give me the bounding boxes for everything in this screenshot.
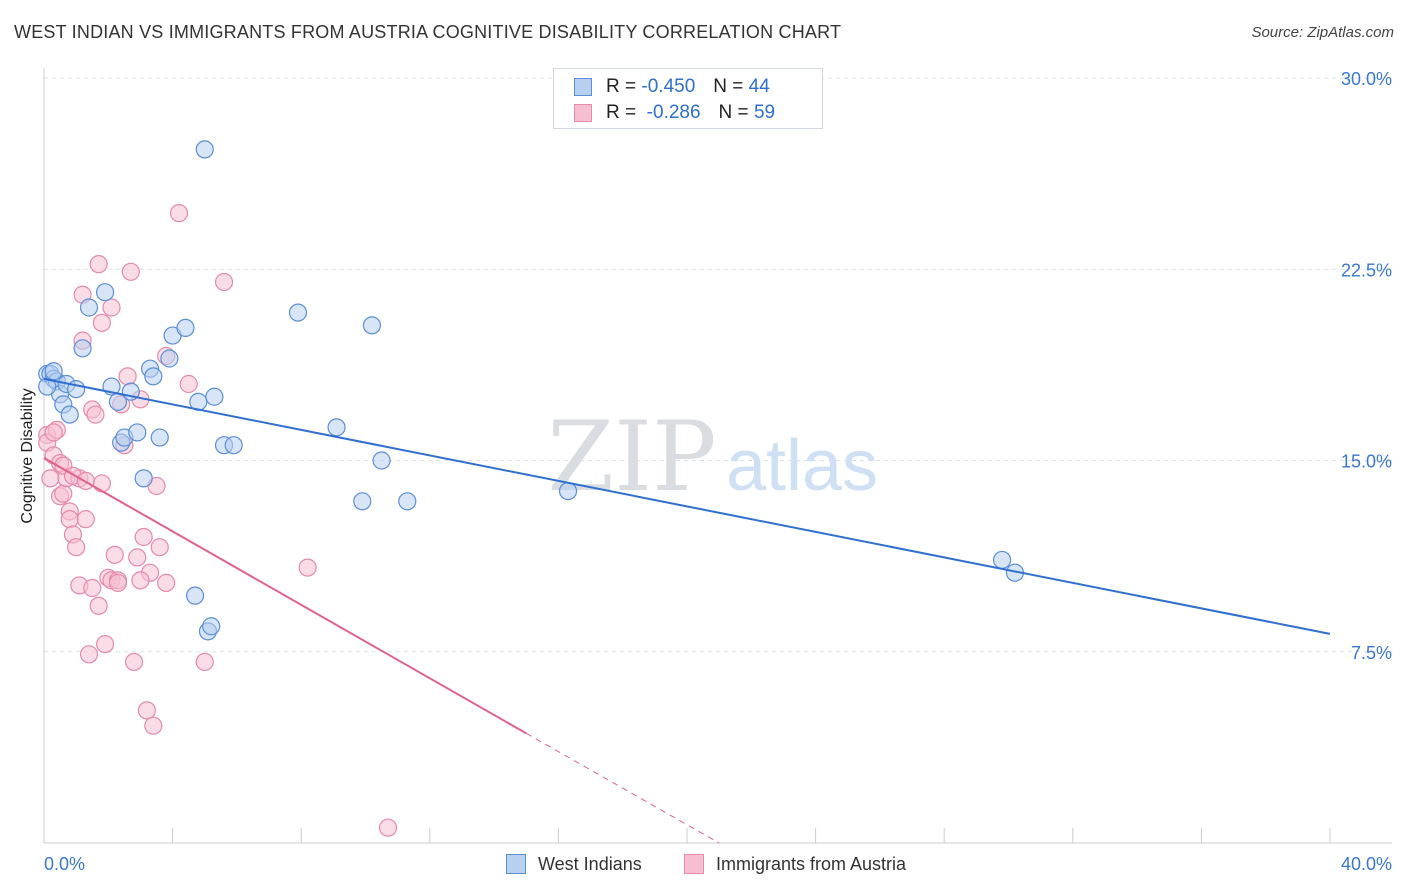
data-point-west-indian — [992, 550, 1012, 570]
trend-lines — [43, 377, 1331, 844]
chart-title: WEST INDIAN VS IMMIGRANTS FROM AUSTRIA C… — [14, 22, 842, 42]
y-tick-label: 22.5% — [1341, 260, 1392, 280]
data-point-austria — [108, 573, 128, 593]
legend-row-austria: R = -0.286 N = 59 — [574, 102, 775, 124]
gridlines — [44, 77, 1392, 653]
trend-line-austria — [43, 457, 527, 735]
data-point-west-indian — [202, 617, 221, 636]
data-point-austria — [298, 558, 317, 577]
data-point-austria — [144, 716, 163, 735]
legend-n-label: N = — [713, 76, 744, 97]
series-west-indians — [38, 140, 1025, 641]
data-point-west-indian — [79, 298, 99, 317]
y-axis-label: Cognitive Disability — [19, 388, 36, 524]
data-point-austria — [128, 548, 147, 567]
data-point-west-indian — [205, 387, 224, 406]
data-point-west-indian — [176, 318, 195, 337]
data-point-austria — [86, 405, 105, 424]
data-point-austria — [124, 652, 144, 672]
data-point-austria — [67, 538, 86, 557]
data-point-west-indian — [150, 428, 169, 447]
data-point-austria — [89, 596, 108, 615]
data-point-west-indian — [186, 586, 205, 605]
correlation-legend: R = -0.450 N = 44 R = -0.286 N = 59 — [553, 68, 823, 129]
legend-row-west-indians: R = -0.450 N = 44 — [574, 76, 770, 98]
data-point-austria — [378, 818, 398, 837]
bottom-legend-label: West Indians — [538, 853, 642, 874]
data-point-austria — [131, 571, 150, 590]
data-point-austria — [157, 573, 176, 593]
legend-n-value: 59 — [753, 102, 776, 123]
data-point-austria — [118, 367, 137, 386]
legend-r-value: -0.286 — [646, 102, 701, 123]
data-point-west-indian — [353, 492, 372, 511]
data-point-west-indian — [38, 377, 57, 396]
bottom-legend-austria: Immigrants from Austria — [684, 852, 906, 876]
data-point-austria — [89, 255, 108, 274]
bottom-legend-swatch-pink — [684, 854, 704, 874]
data-point-west-indian — [134, 469, 153, 488]
data-point-austria — [44, 423, 63, 442]
data-point-austria — [195, 652, 214, 672]
data-point-west-indian — [558, 482, 578, 501]
x-tick-label-min: 0.0% — [44, 854, 85, 874]
data-point-austria — [92, 474, 111, 493]
data-point-austria — [95, 634, 115, 654]
data-point-west-indian — [128, 423, 147, 442]
legend-r-label: R = — [606, 76, 637, 97]
trend-line-west-indians — [43, 377, 1331, 635]
watermark: ZIP atlas — [547, 401, 878, 513]
data-point-austria — [79, 645, 99, 664]
legend-n-value: 44 — [748, 76, 770, 97]
data-point-austria — [169, 204, 189, 223]
data-point-west-indian — [224, 436, 243, 455]
y-tick-label: 7.5% — [1351, 643, 1392, 663]
data-point-austria — [214, 272, 234, 292]
series-immigrants-from-austria — [38, 204, 398, 837]
data-point-austria — [54, 484, 73, 503]
data-point-west-indian — [195, 140, 214, 159]
data-point-west-indian — [288, 303, 308, 322]
data-point-austria — [92, 313, 111, 332]
data-point-west-indian — [398, 492, 417, 511]
data-point-austria — [150, 538, 169, 557]
legend-n-label: N = — [718, 102, 749, 123]
data-point-austria — [83, 578, 102, 598]
data-point-west-indian — [73, 339, 92, 358]
data-point-west-indian — [160, 349, 179, 368]
source-label: Source: ZipAtlas.com — [1251, 24, 1394, 41]
data-point-austria — [121, 262, 140, 281]
legend-swatch-pink — [574, 104, 592, 122]
data-point-austria — [60, 510, 79, 529]
trend-line-austria-extension — [526, 732, 720, 844]
data-point-west-indian — [44, 362, 63, 381]
tick-labels: 30.0% 22.5% 15.0% 7.5% 0.0% 40.0% — [44, 69, 1392, 874]
bottom-legend-label: Immigrants from Austria — [716, 853, 907, 874]
data-point-austria — [41, 469, 60, 488]
legend-r-label: R = — [606, 102, 637, 123]
data-point-austria — [137, 701, 156, 720]
data-point-austria — [105, 545, 124, 564]
data-point-austria — [179, 374, 198, 394]
axes — [43, 68, 1392, 844]
legend-r-value: -0.450 — [641, 76, 696, 97]
data-point-west-indian — [95, 283, 115, 302]
x-tick-label-max: 40.0% — [1341, 854, 1392, 874]
bottom-legend-west-indians: West Indians — [506, 852, 642, 876]
data-point-west-indian — [327, 418, 346, 437]
y-tick-label: 30.0% — [1341, 69, 1392, 89]
data-point-austria — [102, 298, 121, 317]
data-point-austria — [76, 510, 95, 529]
bottom-legend-swatch-blue — [506, 854, 526, 874]
watermark-atlas: atlas — [726, 426, 878, 506]
data-point-austria — [134, 527, 153, 547]
legend-swatch-blue — [574, 78, 592, 96]
data-point-west-indian — [372, 451, 391, 470]
data-point-west-indian — [362, 316, 382, 335]
y-tick-label: 15.0% — [1341, 452, 1392, 472]
data-point-west-indian — [60, 405, 79, 424]
data-point-west-indian — [144, 367, 163, 386]
